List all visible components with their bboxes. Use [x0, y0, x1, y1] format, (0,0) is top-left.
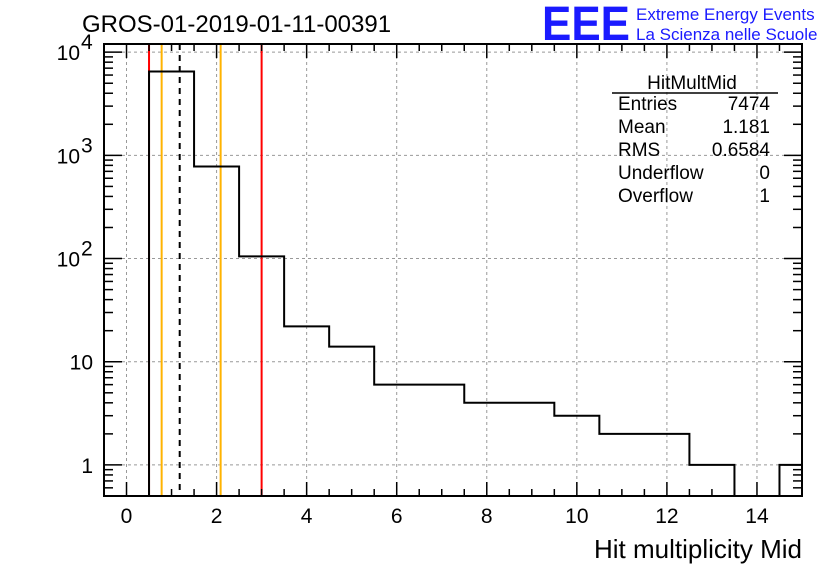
logo-line-2: La Scienza nelle Scuole [636, 25, 817, 44]
x-axis-label: Hit multiplicity Mid [594, 534, 802, 564]
stats-value: 0.6584 [712, 140, 771, 161]
y-tick-label: 10 [57, 42, 80, 65]
y-tick-label: 10 [57, 145, 80, 168]
stats-label: Entries [618, 94, 677, 115]
x-tick-label: 0 [121, 505, 133, 528]
logo-line-1: Extreme Energy Events [636, 5, 815, 24]
logo-letters: EEE [542, 0, 630, 51]
x-tick-label: 6 [391, 505, 403, 528]
stats-value: 7474 [728, 94, 771, 115]
x-tick-label: 4 [301, 505, 313, 528]
stats-value: 0 [759, 163, 770, 184]
stats-label: Mean [618, 117, 666, 138]
stats-value: 1.181 [722, 117, 770, 138]
axis-ticks [103, 44, 803, 497]
plot-frame [103, 43, 803, 497]
histogram-outline [148, 70, 802, 496]
stats-label: Underflow [618, 163, 704, 184]
x-tick-label: 12 [655, 505, 678, 528]
y-tick-exponent: 3 [81, 134, 93, 157]
stats-box: HitMultMid Entries 7474 Mean 1.181 RMS 0.6584… [612, 73, 778, 207]
x-tick-label: 10 [565, 505, 588, 528]
x-tick-labels: 0 2 4 6 8 10 12 14 [121, 505, 769, 528]
stats-title: HitMultMid [647, 73, 737, 94]
x-tick-label: 2 [211, 505, 223, 528]
grid-lines [104, 44, 802, 496]
y-tick-exponent: 2 [81, 238, 93, 261]
y-tick-exponent: 4 [81, 31, 93, 54]
eee-logo: EEE Extreme Energy Events La Scienza nel… [542, 0, 817, 51]
chart-title: GROS-01-2019-01-11-00391 [82, 11, 391, 38]
x-tick-label: 8 [481, 505, 493, 528]
stats-label: RMS [618, 140, 660, 161]
y-tick-label: 10 [57, 249, 80, 272]
marker-lines [148, 44, 263, 496]
y-tick-label: 1 [81, 455, 93, 478]
y-tick-label: 10 [70, 352, 93, 375]
stats-value: 1 [759, 186, 770, 207]
stats-label: Overflow [618, 186, 693, 207]
x-tick-label: 14 [745, 505, 769, 528]
